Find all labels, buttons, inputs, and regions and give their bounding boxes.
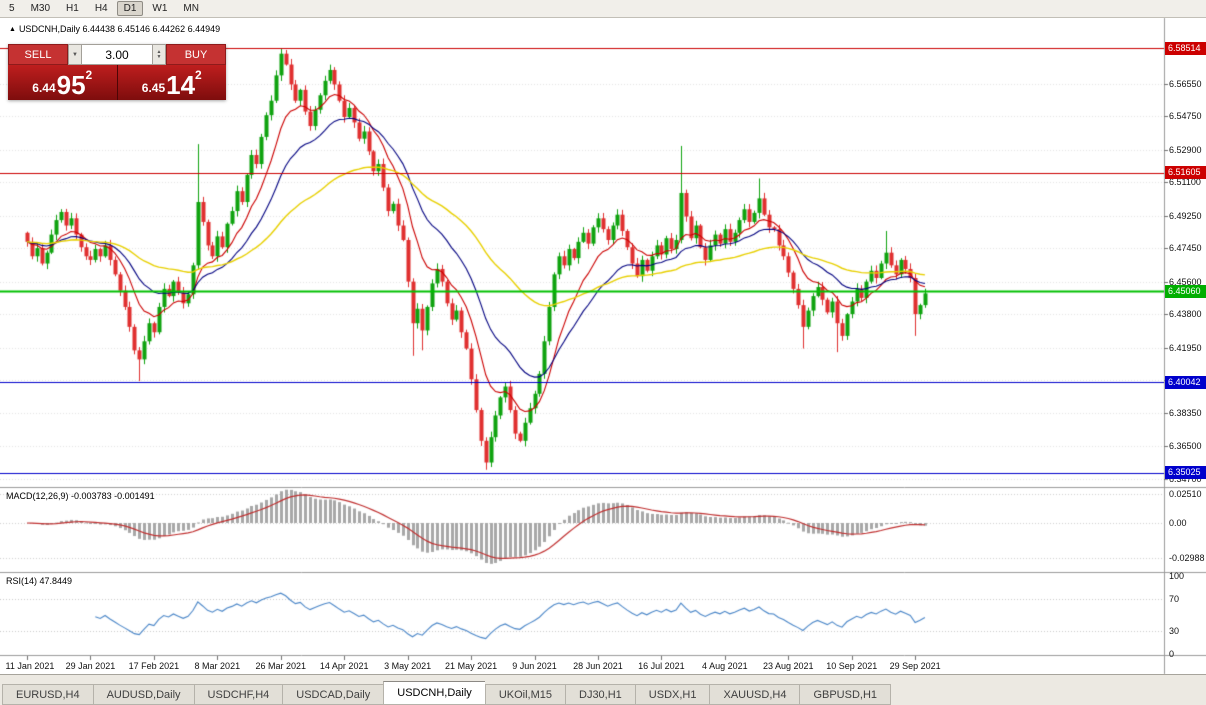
price-divider xyxy=(116,65,118,100)
rsi-value: 47.8449 xyxy=(39,576,73,586)
chart-tab-gbpusd-h1[interactable]: GBPUSD,H1 xyxy=(799,684,892,705)
one-click-trading-panel: SELL ▼ ▲ ▼ BUY 6.44 95 2 6.45 14 2 xyxy=(8,44,226,100)
timeframe-toolbar: 5 M30 H1 H4 D1 W1 MN xyxy=(0,0,1206,18)
sell-price-sup: 2 xyxy=(85,68,93,82)
rsi-name: RSI(14) xyxy=(6,576,38,586)
chart-tab-dj30-h1[interactable]: DJ30,H1 xyxy=(565,684,635,705)
trade-panel-controls: SELL ▼ ▲ ▼ BUY xyxy=(8,44,226,65)
buy-price-display[interactable]: 6.45 14 2 xyxy=(117,65,226,100)
macd-values: -0.003783 -0.001491 xyxy=(71,491,155,501)
buy-price-prefix: 6.45 xyxy=(141,81,166,95)
buy-button[interactable]: BUY xyxy=(166,44,226,65)
volume-stepper[interactable]: ▲ ▼ xyxy=(152,44,166,65)
collapse-trade-panel-icon[interactable]: ▲ xyxy=(9,26,16,33)
macd-name: MACD(12,26,9) xyxy=(6,491,69,501)
price-level-badge: 6.40042 xyxy=(1165,375,1206,389)
volume-down-icon[interactable]: ▼ xyxy=(156,53,162,60)
timeframe-button-m30[interactable]: M30 xyxy=(30,3,51,14)
sell-button[interactable]: SELL xyxy=(8,44,68,65)
price-level-badge: 6.35025 xyxy=(1165,466,1206,480)
chart-tab-usdchf-h4[interactable]: USDCHF,H4 xyxy=(193,684,283,705)
buy-price-big: 14 xyxy=(166,70,196,100)
timeframe-button-d1[interactable]: D1 xyxy=(116,1,144,16)
sell-price-big: 95 xyxy=(56,70,86,100)
chart-tab-audusd-daily[interactable]: AUDUSD,Daily xyxy=(92,684,194,705)
chart-tab-usdcnh-daily[interactable]: USDCNH,Daily xyxy=(383,681,485,705)
volume-decrease-button[interactable]: ▼ xyxy=(68,44,82,65)
price-level-badge: 6.58514 xyxy=(1165,41,1206,55)
chart-tab-bar: EURUSD,H4 AUDUSD,Daily USDCHF,H4 USDCAD,Dai… xyxy=(0,674,1206,705)
chart-tab-eurusd-h4[interactable]: EURUSD,H4 xyxy=(2,684,93,705)
timeframe-button-w1[interactable]: W1 xyxy=(152,3,168,14)
volume-input[interactable] xyxy=(82,44,152,65)
timeframe-button-h4[interactable]: H4 xyxy=(94,3,108,14)
trade-panel-prices: 6.44 95 2 6.45 14 2 xyxy=(8,65,226,100)
timeframe-button-5[interactable]: 5 xyxy=(9,3,15,14)
chart-tab-ukoil-m15[interactable]: UKOil,M15 xyxy=(484,684,565,705)
chart-ohlc-header: ▲ USDCNH,Daily 6.44438 6.45146 6.44262 6.… xyxy=(9,24,220,34)
chart-tab-usdcad-daily[interactable]: USDCAD,Daily xyxy=(282,684,384,705)
chart-tab-usdx-h1[interactable]: USDX,H1 xyxy=(634,684,710,705)
volume-up-icon[interactable]: ▲ xyxy=(156,48,162,55)
price-level-badge: 6.45060 xyxy=(1165,284,1206,298)
macd-indicator-label: MACD(12,26,9) -0.003783 -0.001491 xyxy=(6,491,155,501)
timeframe-button-h1[interactable]: H1 xyxy=(66,3,79,14)
timeframe-button-mn[interactable]: MN xyxy=(183,3,199,14)
sell-price-display[interactable]: 6.44 95 2 xyxy=(8,65,117,100)
chart-ohlc-values: 6.44438 6.45146 6.44262 6.44949 xyxy=(82,24,221,34)
price-level-badge: 6.51605 xyxy=(1165,166,1206,180)
sell-price-prefix: 6.44 xyxy=(32,81,56,95)
chart-symbol-label: USDCNH,Daily xyxy=(18,24,80,34)
chart-tab-xauusd-h4[interactable]: XAUUSD,H4 xyxy=(709,684,800,705)
rsi-indicator-label: RSI(14) 47.8449 xyxy=(6,576,72,586)
buy-price-sup: 2 xyxy=(195,68,202,82)
